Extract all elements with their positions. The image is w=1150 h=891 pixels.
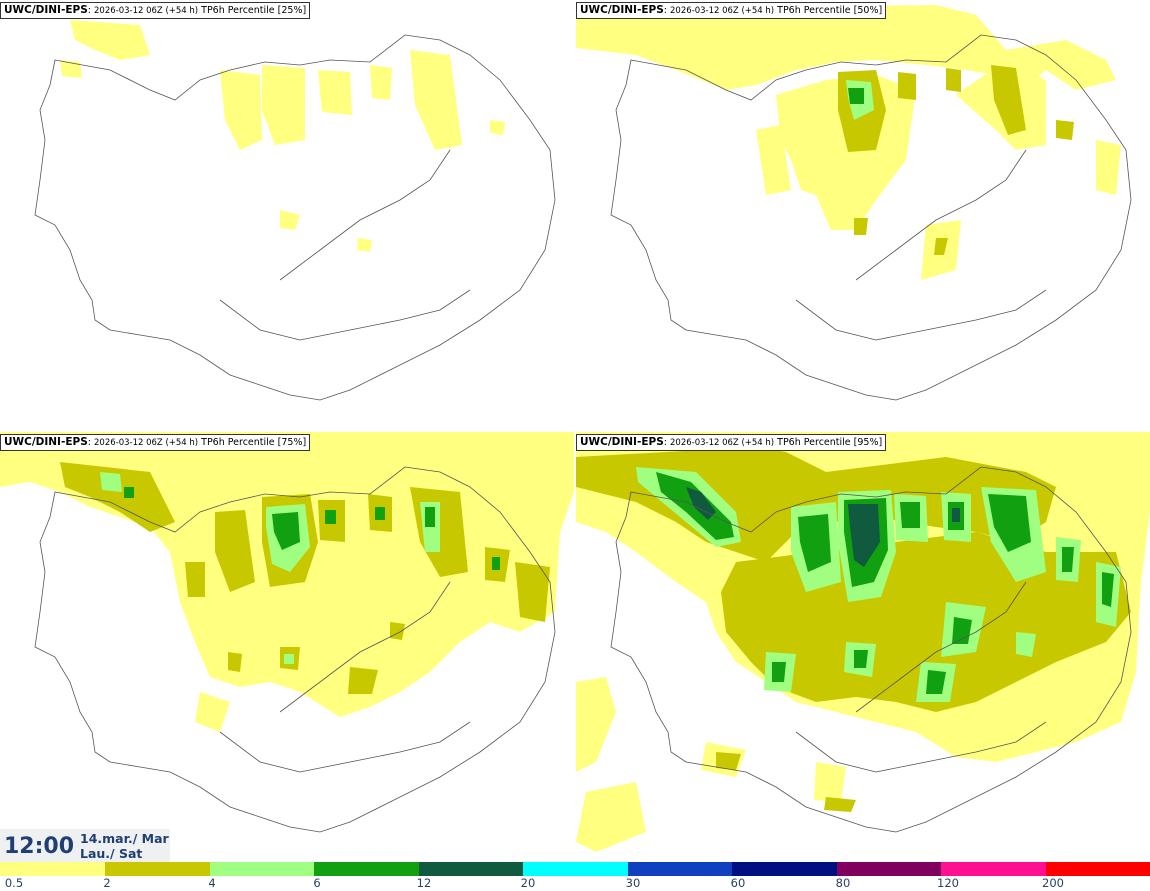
map-panel-p75: UWC/DINI-EPS: 2026-03-12 06Z (+54 h) TP6… xyxy=(0,432,574,862)
legend-tick: 4 xyxy=(208,876,216,890)
legend-swatch xyxy=(210,862,314,876)
legend-swatch xyxy=(419,862,523,876)
panel-title: UWC/DINI-EPS: 2026-03-12 06Z (+54 h) TP6… xyxy=(576,2,887,19)
legend-swatch xyxy=(732,862,837,876)
precip-field xyxy=(60,20,505,252)
iceland-coastline xyxy=(34,466,556,833)
map-panel-p50: UWC/DINI-EPS: 2026-03-12 06Z (+54 h) TP6… xyxy=(576,0,1150,430)
map-panel-p25: UWC/DINI-EPS: 2026-03-12 06Z (+54 h) TP6… xyxy=(0,0,574,430)
legend-tick: 80 xyxy=(835,876,851,890)
panel-title: UWC/DINI-EPS: 2026-03-12 06Z (+54 h) TP6… xyxy=(0,434,311,451)
legend-tick: 6 xyxy=(313,876,321,890)
panel-title: UWC/DINI-EPS: 2026-03-12 06Z (+54 h) TP6… xyxy=(0,2,311,19)
legend-tick: 30 xyxy=(625,876,641,890)
iceland-coastline xyxy=(34,34,556,401)
precip-field xyxy=(576,5,1121,280)
legend-swatch xyxy=(523,862,628,876)
precip-map xyxy=(576,5,1132,401)
panel-title: UWC/DINI-EPS: 2026-03-12 06Z (+54 h) TP6… xyxy=(576,434,887,451)
precip-field xyxy=(0,432,574,732)
precip-field xyxy=(576,432,1150,852)
color-legend: 0.5 2 4 6 12 20 30 60 80 120 200 xyxy=(0,862,1150,891)
map-panel-p95: UWC/DINI-EPS: 2026-03-12 06Z (+54 h) TP6… xyxy=(576,432,1150,862)
valid-date-line1: 14.mar./ Mar xyxy=(80,831,169,846)
valid-time: 12:00 xyxy=(4,834,75,859)
legend-swatch xyxy=(837,862,941,876)
legend-tick: 120 xyxy=(937,876,959,890)
valid-date-line2: Lau./ Sat xyxy=(80,846,143,861)
valid-time-box: 12:00 14.mar./ Mar Lau./ Sat xyxy=(0,829,170,864)
precip-map xyxy=(576,432,1150,852)
legend-swatch xyxy=(1046,862,1150,876)
legend-tick: 2 xyxy=(103,876,111,890)
legend-tick: 200 xyxy=(1042,876,1064,890)
legend-swatch xyxy=(105,862,210,876)
legend-swatch xyxy=(0,862,105,876)
iceland-coastline xyxy=(610,466,1132,833)
precip-map xyxy=(34,20,556,401)
legend-swatch xyxy=(941,862,1046,876)
legend-tick: 20 xyxy=(520,876,536,890)
legend-swatch xyxy=(628,862,732,876)
legend-tick: 0.5 xyxy=(4,876,24,890)
legend-tick: 60 xyxy=(730,876,746,890)
precip-map xyxy=(0,432,574,833)
legend-tick: 12 xyxy=(416,876,432,890)
legend-swatch xyxy=(314,862,419,876)
iceland-coastline xyxy=(610,34,1132,401)
